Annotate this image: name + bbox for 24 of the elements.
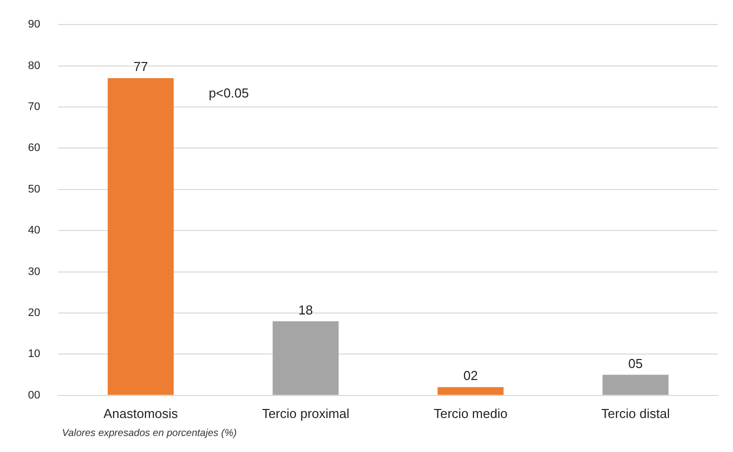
y-tick-label: 80 <box>28 60 40 72</box>
y-tick-label: 90 <box>28 18 40 31</box>
x-tick-label: Anastomosis <box>103 406 178 421</box>
data-label: 02 <box>463 368 478 384</box>
y-tick-label: 60 <box>28 142 40 154</box>
text: Valores expresados en porcentajes (%) <box>62 428 237 439</box>
y-tick-label: 10 <box>28 348 40 360</box>
y-tick-label: 70 <box>28 101 40 114</box>
x-tick-label: Tercio distal <box>601 406 670 421</box>
annotation: p<0.05 <box>208 86 249 101</box>
data-label: 18 <box>298 302 313 318</box>
bar <box>108 78 174 395</box>
data-label: 77 <box>133 59 148 74</box>
bar <box>602 374 669 395</box>
x-tick-label: Tercio medio <box>434 406 508 421</box>
y-tick-label: 00 <box>28 389 40 402</box>
bar <box>272 321 339 395</box>
data-label: 05 <box>628 356 643 371</box>
y-tick-label: 30 <box>28 266 40 278</box>
bar <box>438 387 504 395</box>
y-tick-label: 40 <box>28 224 40 237</box>
y-tick-label: 50 <box>28 183 40 196</box>
y-tick-label: 20 <box>28 307 40 320</box>
x-tick-label: Tercio proximal <box>262 406 350 421</box>
